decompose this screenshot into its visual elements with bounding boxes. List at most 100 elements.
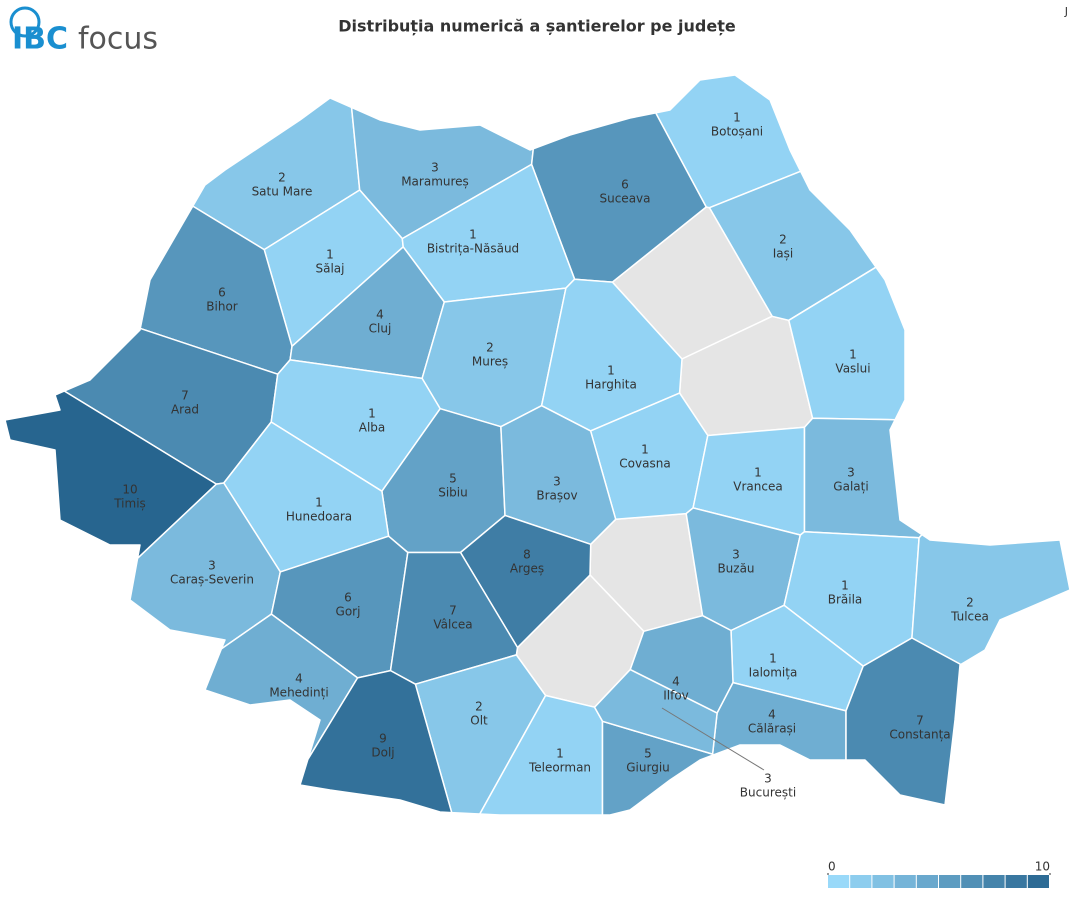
region-value: 1 [769,652,777,666]
legend-swatch [961,875,983,888]
region-value: 4 [768,708,776,722]
region-value: 2 [486,341,494,355]
region-value: 4 [672,675,680,689]
legend-swatch [850,875,872,888]
legend-swatch [1005,875,1027,888]
region-name: Botoșani [711,125,763,139]
region-value: 3 [847,466,855,480]
county-region [911,533,1071,666]
region-name: Caraș-Severin [170,573,254,587]
region-name: Cluj [369,322,392,336]
corner-text: J [1064,5,1068,18]
region-value: 1 [641,443,649,457]
region-value: 5 [644,747,652,761]
region-value: 4 [295,672,303,686]
region-value: 10 [122,483,137,497]
region-value: 2 [278,171,286,185]
legend: 0 10 [827,860,1051,888]
region-name: Sibiu [438,486,468,500]
county-region [593,668,718,755]
region-name: Suceava [599,192,650,206]
region-value: 6 [621,178,629,192]
region-name: Mureș [472,355,508,369]
region-name: București [740,786,796,800]
legend-label: 10 [1035,860,1050,874]
region-value: 1 [556,747,564,761]
county-region [4,390,218,560]
county-region [803,417,923,539]
legend-swatch [916,875,938,888]
legend-swatch [828,875,850,888]
region-value: 9 [379,732,387,746]
regions [4,74,1071,816]
logo-product: focus [78,22,158,57]
region-name: Ialomița [749,666,798,680]
region-name: Vaslui [835,362,870,376]
region-value: 1 [326,248,334,262]
region-value: 1 [368,407,376,421]
region-name: Giurgiu [626,761,670,775]
region-value: 1 [315,496,323,510]
legend-swatch [983,875,1005,888]
region-name: Brăila [828,593,863,607]
county-region [788,266,906,421]
region-value: 4 [376,308,384,322]
region-value: 1 [733,111,741,125]
county-region [299,669,453,814]
region-value: 1 [469,228,477,242]
region-value: 7 [449,604,457,618]
region-name: Olt [470,714,488,728]
region-name: Vrancea [733,480,782,494]
region-name: Vâlcea [433,618,472,632]
region-name: Teleorman [528,761,591,775]
county-region [654,74,802,209]
logo: IBC focus [9,6,158,57]
legend-swatch [894,875,916,888]
region-name: Brașov [536,489,577,503]
region-name: Buzău [717,562,754,576]
county-region [845,637,962,806]
region-value: 2 [779,233,787,247]
region-name: Sălaj [316,262,345,276]
region-name: Alba [359,421,386,435]
map-title: Distribuția numerică a șantierelor pe ju… [338,17,736,36]
region-name: Covasna [619,457,670,471]
logo-brand: IBC [12,22,68,57]
county-region [204,613,359,761]
leader-line [661,707,765,771]
region-value: 1 [754,466,762,480]
region-value: 1 [607,364,615,378]
region-name: Arad [171,403,199,417]
region-name: Hunedoara [286,510,352,524]
region-name: Argeș [510,562,544,576]
region-name: Mehedinți [269,686,328,700]
region-name: Călărași [748,722,796,736]
region-value: 3 [732,548,740,562]
region-value: 3 [431,161,439,175]
region-value: 1 [849,348,857,362]
region-value: 8 [523,548,531,562]
region-name: Timiș [113,497,146,511]
region-name: Maramureș [401,175,469,189]
logo-icon [9,6,41,38]
region-value: 6 [344,591,352,605]
region-name: Bihor [206,300,238,314]
region-value: 6 [218,286,226,300]
legend-swatch [1027,875,1049,888]
region-value: 7 [916,714,924,728]
region-value: 7 [181,389,189,403]
region-name: Satu Mare [252,185,313,199]
region-name: Galați [833,480,868,494]
region-name: Harghita [585,378,637,392]
legend-label: 0 [828,860,836,874]
region-value: 3 [208,559,216,573]
region-name: Ilfov [663,689,689,703]
region-value: 3 [764,772,772,786]
region-name: Dolj [371,746,394,760]
region-name: Iași [773,247,793,261]
legend-swatch [939,875,961,888]
region-value: 3 [553,475,561,489]
region-name: Bistrița-Năsăud [427,242,519,256]
